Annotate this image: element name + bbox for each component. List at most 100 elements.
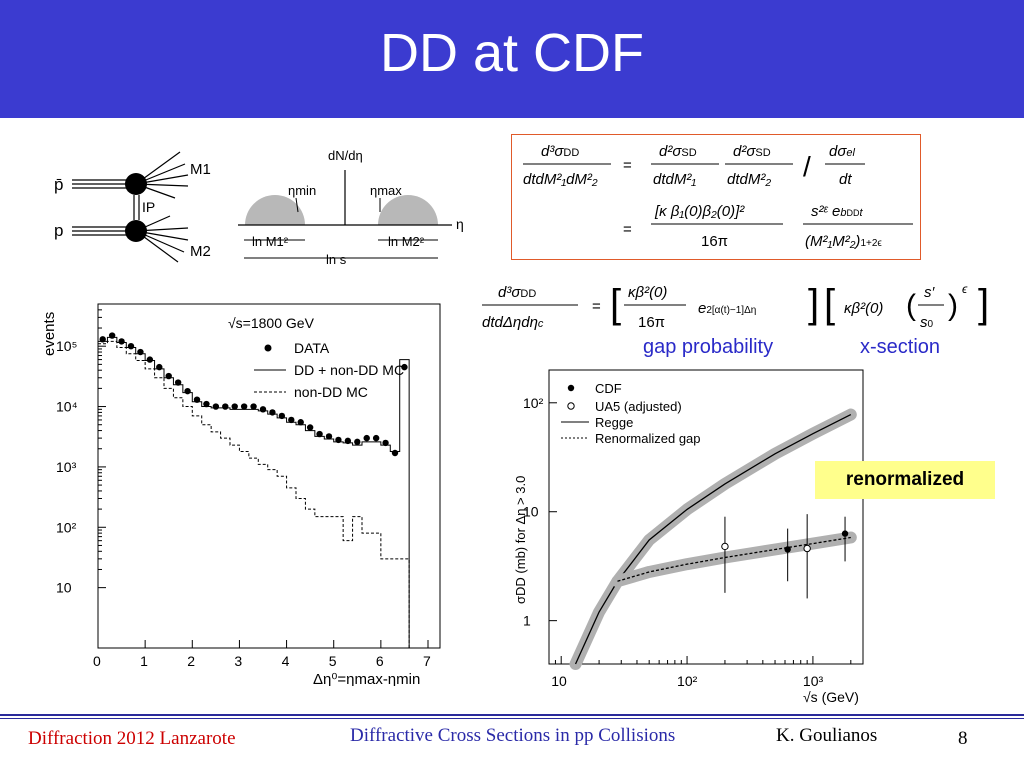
footer-page-number: 8 bbox=[958, 728, 968, 749]
svg-text:d²σSD: d²σSD bbox=[733, 143, 771, 160]
data-point bbox=[222, 403, 229, 410]
title-bar bbox=[0, 0, 1024, 118]
y-axis-label: σDD (mb) for Δη > 3.0 bbox=[513, 476, 528, 604]
dd-diagram: p̄ p IP M1 M2 bbox=[54, 151, 211, 263]
y-tick-label: 10⁴ bbox=[56, 399, 78, 415]
cdf-point bbox=[784, 546, 791, 553]
svg-text:s0: s0 bbox=[920, 314, 934, 331]
data-point bbox=[193, 396, 201, 403]
y-tick-label: 10² bbox=[56, 519, 77, 535]
x-tick-label: 2 bbox=[187, 653, 195, 669]
x-axis-label: Δη⁰=ηmax-ηmin bbox=[313, 671, 420, 686]
footer-talk-title: Diffractive Cross Sections in pp Collisi… bbox=[350, 725, 676, 746]
data-point bbox=[203, 400, 210, 408]
footer-rule-top bbox=[0, 714, 1024, 716]
svg-text:=: = bbox=[592, 298, 601, 315]
y-tick-label: 10 bbox=[56, 580, 72, 596]
svg-text:/: / bbox=[803, 151, 811, 182]
sigma-dd-chart: 10 10² 10³ 1 10 10² √s (GeV) σDD (mb) for Δη > … bbox=[513, 369, 864, 705]
data-point bbox=[165, 372, 172, 380]
data-point bbox=[212, 403, 220, 410]
data-point bbox=[344, 437, 352, 445]
svg-text:dtdM²₂: dtdM²₂ bbox=[727, 171, 771, 188]
regge-curve bbox=[574, 413, 852, 665]
svg-text:(M²₁M²₂)1+2ϵ: (M²₁M²₂)1+2ϵ bbox=[805, 233, 882, 250]
y-tick-label: 10⁵ bbox=[56, 338, 77, 354]
data-point bbox=[297, 419, 304, 426]
x-tick-label: 6 bbox=[376, 653, 384, 669]
svg-text:dt: dt bbox=[839, 171, 852, 188]
pomeron-label: IP bbox=[142, 199, 155, 215]
svg-text:[: [ bbox=[610, 282, 621, 326]
plot-frame bbox=[548, 369, 864, 665]
data-point bbox=[250, 403, 257, 410]
data-point bbox=[335, 436, 342, 444]
data-point bbox=[269, 409, 276, 416]
svg-text:d³σDD: d³σDD bbox=[498, 284, 536, 301]
legend-ua5-marker bbox=[567, 402, 575, 410]
ua5-point bbox=[721, 542, 729, 551]
svg-text:s²ᵋ ebDDt: s²ᵋ ebDDt bbox=[811, 203, 863, 220]
data-point bbox=[99, 336, 106, 343]
data-point bbox=[156, 363, 163, 371]
data-point bbox=[240, 403, 248, 410]
formula-gap: d³σDD dtdΔηdηc = [ κβ²(0) 16π e2[α(t)−1]… bbox=[482, 282, 989, 331]
data-point bbox=[184, 387, 191, 395]
x-tick-label: 1 bbox=[140, 653, 148, 669]
eta-min-label: ηmin bbox=[288, 183, 316, 198]
svg-text:d³σDD: d³σDD bbox=[541, 143, 579, 160]
data-point bbox=[231, 403, 238, 410]
data-point bbox=[372, 434, 380, 442]
x-section-label: x-section bbox=[860, 336, 941, 358]
svg-text:e2[α(t)−1]Δη: e2[α(t)−1]Δη bbox=[698, 300, 756, 317]
data-point bbox=[288, 416, 295, 424]
svg-text:dtdM²₁: dtdM²₁ bbox=[653, 171, 696, 188]
x-tick-label: 0 bbox=[93, 653, 101, 669]
dndeta-label: dN/dη bbox=[328, 148, 363, 163]
legend-cdf-label: CDF bbox=[595, 381, 622, 396]
svg-text:dtdΔηdηc: dtdΔηdηc bbox=[482, 314, 544, 331]
x-tick-label: 10 bbox=[551, 673, 567, 689]
formula-box bbox=[511, 134, 921, 260]
legend-nondd-label: non-DD MC bbox=[294, 384, 368, 400]
data-point bbox=[316, 430, 323, 438]
data-point bbox=[363, 434, 370, 442]
data-point bbox=[174, 379, 182, 386]
x-tick-label: 4 bbox=[282, 653, 290, 669]
data-point bbox=[391, 449, 399, 457]
legend-cdf-marker bbox=[567, 384, 575, 392]
svg-text:κβ²(0): κβ²(0) bbox=[844, 300, 883, 317]
data-point bbox=[401, 363, 408, 371]
svg-text:d²σSD: d²σSD bbox=[659, 143, 697, 160]
svg-text:16π: 16π bbox=[638, 314, 665, 331]
svg-text:dσel: dσel bbox=[829, 143, 856, 160]
y-tick-label: 10² bbox=[523, 395, 544, 411]
svg-text:κβ²(0): κβ²(0) bbox=[628, 284, 667, 301]
svg-text:]: ] bbox=[808, 282, 819, 326]
legend-data-marker bbox=[264, 344, 272, 352]
data-point bbox=[137, 348, 144, 356]
gap-probability-label: gap probability bbox=[643, 336, 774, 358]
data-point bbox=[306, 424, 314, 431]
data-point bbox=[354, 438, 361, 446]
data-point bbox=[118, 338, 125, 345]
plot-frame bbox=[97, 303, 441, 649]
x-tick-label: 3 bbox=[234, 653, 242, 669]
data-point bbox=[127, 342, 135, 350]
renormalized-callout: renormalized bbox=[815, 461, 995, 499]
legend-ddmc-label: DD + non-DD MC bbox=[294, 362, 404, 378]
slide-title: DD at CDF bbox=[379, 23, 644, 83]
x-tick-label: 10³ bbox=[803, 673, 824, 689]
ln-s-label: ln s bbox=[326, 252, 347, 267]
x-tick-label: 10² bbox=[677, 673, 698, 689]
svg-text:): ) bbox=[948, 289, 958, 322]
pbar-label: p̄ bbox=[54, 175, 63, 194]
formula-dd: d³σDD dtdM²₁dM²₂ = d²σSD dtdM²₁ d²σSD dt… bbox=[523, 143, 913, 250]
y-tick-label: 10³ bbox=[56, 459, 77, 475]
data-point bbox=[278, 412, 286, 420]
svg-text:16π: 16π bbox=[701, 233, 728, 250]
svg-text:dtdM²₁dM²₂: dtdM²₁dM²₂ bbox=[523, 171, 598, 188]
x-tick-label: 7 bbox=[423, 653, 431, 669]
data-point bbox=[259, 406, 267, 413]
x-tick-label: 5 bbox=[329, 653, 337, 669]
